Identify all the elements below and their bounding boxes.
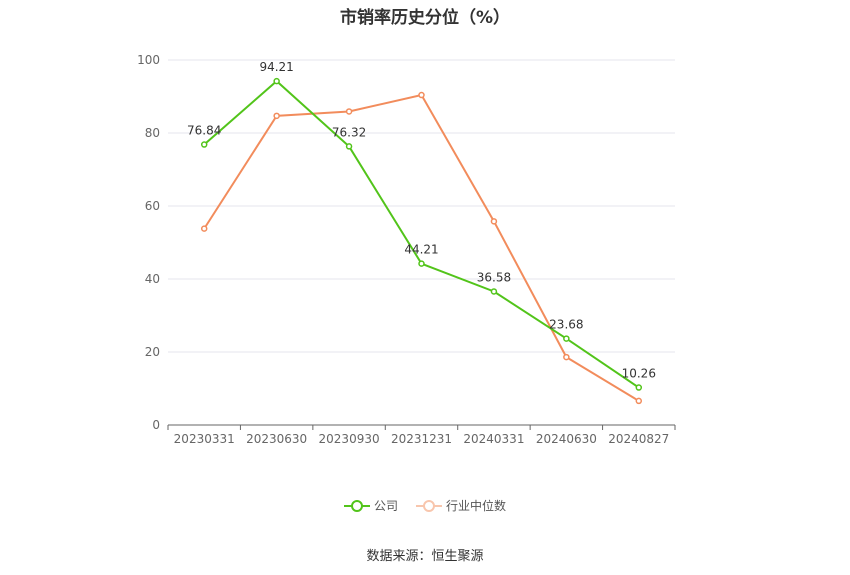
data-label: 94.21 (259, 60, 293, 74)
data-source: 数据来源：恒生聚源 (366, 549, 484, 564)
data-label: 44.21 (404, 243, 438, 257)
x-tick-label: 20230930 (319, 432, 380, 446)
x-tick-label: 20240827 (608, 432, 669, 446)
x-tick-label: 20230331 (174, 432, 235, 446)
legend-label-industry-median: 行业中位数 (446, 499, 507, 513)
data-point-0 (490, 288, 498, 295)
data-point-1 (490, 218, 498, 225)
data-label: 23.68 (549, 318, 583, 332)
legend-item-industry-median[interactable]: 行业中位数 (416, 497, 506, 514)
data-point-0 (345, 143, 353, 150)
legend-label-company: 公司 (373, 499, 398, 513)
legend-item-company[interactable]: 公司 (343, 497, 398, 514)
data-point-1 (273, 112, 280, 120)
data-point-1 (563, 353, 570, 361)
data-label: 10.26 (622, 367, 656, 381)
data-point-1 (418, 91, 425, 99)
data-point-1 (200, 225, 208, 232)
data-label: 36.58 (477, 270, 511, 284)
data-point-0 (273, 77, 280, 85)
data-label: 76.84 (187, 124, 221, 138)
y-tick-label: 80 (145, 126, 160, 140)
legend-marker-industry-median (416, 499, 442, 513)
data-point-0 (200, 141, 208, 148)
data-point-0 (635, 384, 643, 391)
data-point-1 (345, 108, 353, 115)
y-tick-label: 100 (137, 53, 160, 67)
data-point-0 (418, 260, 425, 267)
y-tick-label: 0 (152, 418, 160, 432)
data-point-0 (563, 335, 570, 342)
x-tick-label: 20240331 (463, 432, 524, 446)
x-tick-label: 20230630 (246, 432, 307, 446)
y-tick-label: 40 (145, 272, 160, 286)
data-label: 76.32 (332, 125, 366, 139)
legend-marker-company (343, 499, 370, 513)
x-tick-label: 20240630 (536, 432, 597, 446)
chart-legend: 公司 行业中位数 (0, 497, 850, 514)
y-tick-label: 20 (145, 345, 160, 359)
y-tick-label: 60 (145, 199, 160, 213)
x-tick-label: 20231231 (391, 432, 452, 446)
data-point-1 (635, 397, 643, 405)
chart-title: 市销率历史分位（%） (339, 8, 511, 28)
